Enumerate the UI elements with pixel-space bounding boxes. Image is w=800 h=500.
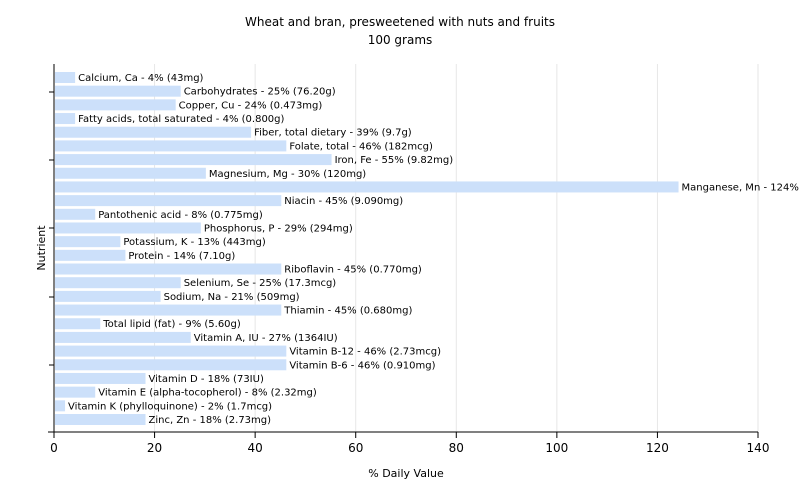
bar bbox=[55, 345, 287, 357]
bar-label: Potassium, K - 13% (443mg) bbox=[123, 237, 265, 248]
bar-label: Vitamin B-6 - 46% (0.910mg) bbox=[289, 360, 435, 371]
x-tick-label: 20 bbox=[147, 441, 162, 455]
x-tick-label: 140 bbox=[747, 441, 770, 455]
bar-label: Calcium, Ca - 4% (43mg) bbox=[78, 73, 203, 84]
x-tick-label: 100 bbox=[545, 441, 568, 455]
bar bbox=[55, 236, 121, 248]
bar bbox=[55, 154, 332, 166]
axes: 0 20 40 60 80 100 120 140 bbox=[48, 64, 769, 455]
bar bbox=[55, 249, 126, 261]
bar-label: Total lipid (fat) - 9% (5.60g) bbox=[102, 319, 241, 330]
bar bbox=[55, 113, 76, 125]
bar bbox=[55, 277, 181, 289]
chart-title: Wheat and bran, presweetened with nuts a… bbox=[245, 15, 555, 29]
bar-label: Niacin - 45% (9.090mg) bbox=[284, 196, 403, 207]
bar bbox=[55, 290, 161, 302]
bar-label: Phosphorus, P - 29% (294mg) bbox=[204, 223, 353, 234]
bar bbox=[55, 85, 181, 97]
bar bbox=[55, 208, 96, 220]
bar bbox=[55, 331, 191, 343]
bar bbox=[55, 126, 252, 138]
bar bbox=[55, 400, 66, 412]
bar-label: Vitamin E (alpha-tocopherol) - 8% (2.32m… bbox=[98, 388, 317, 399]
gridlines bbox=[154, 64, 759, 432]
bar bbox=[55, 72, 76, 83]
bar-label: Fatty acids, total saturated - 4% (0.800… bbox=[78, 114, 284, 125]
bar-label: Riboflavin - 45% (0.770mg) bbox=[284, 265, 422, 276]
bar bbox=[55, 414, 146, 425]
bar-label: Pantothenic acid - 8% (0.775mg) bbox=[98, 210, 263, 221]
bar-label: Vitamin K (phylloquinone) - 2% (1.7mcg) bbox=[68, 401, 272, 412]
x-tick-label: 0 bbox=[50, 441, 58, 455]
bar-label: Iron, Fe - 55% (9.82mg) bbox=[335, 155, 454, 166]
bar bbox=[55, 359, 287, 371]
x-tick-label: 120 bbox=[646, 441, 669, 455]
x-axis-title: % Daily Value bbox=[368, 467, 444, 480]
bar bbox=[55, 99, 176, 111]
bar-label: Thiamin - 45% (0.680mg) bbox=[283, 306, 412, 317]
x-tick-label: 80 bbox=[449, 441, 464, 455]
bar bbox=[55, 181, 679, 193]
bar bbox=[55, 167, 206, 179]
bar bbox=[55, 140, 287, 152]
bar-label: Zinc, Zn - 18% (2.73mg) bbox=[149, 415, 272, 426]
bar bbox=[55, 318, 101, 330]
bar-label: Fiber, total dietary - 39% (9.7g) bbox=[254, 128, 412, 139]
bar-label: Vitamin A, IU - 27% (1364IU) bbox=[194, 333, 338, 344]
bar-label: Manganese, Mn - 124% (2.474mg) bbox=[682, 182, 800, 193]
x-tick-label: 40 bbox=[248, 441, 263, 455]
bar bbox=[55, 222, 201, 234]
bar-label: Copper, Cu - 24% (0.473mg) bbox=[179, 100, 323, 111]
bar bbox=[55, 386, 96, 398]
bar-label: Vitamin D - 18% (73IU) bbox=[149, 374, 264, 385]
x-tick-label: 60 bbox=[348, 441, 363, 455]
bar bbox=[55, 195, 282, 207]
bar-label: Vitamin B-12 - 46% (2.73mcg) bbox=[289, 347, 441, 358]
bars: Calcium, Ca - 4% (43mg) Carbohydrates - 2… bbox=[55, 72, 800, 426]
bar-label: Magnesium, Mg - 30% (120mg) bbox=[209, 169, 366, 180]
bar bbox=[55, 372, 146, 384]
bar bbox=[55, 263, 282, 275]
bar-label: Folate, total - 46% (182mcg) bbox=[289, 141, 433, 152]
chart-subtitle: 100 grams bbox=[367, 33, 433, 47]
bar bbox=[55, 304, 282, 316]
y-axis-title: Nutrient bbox=[35, 225, 48, 271]
bar-label: Sodium, Na - 21% (509mg) bbox=[164, 292, 300, 303]
bar-label: Selenium, Se - 25% (17.3mcg) bbox=[184, 278, 337, 289]
bar-label: Protein - 14% (7.10g) bbox=[128, 251, 235, 262]
bar-label: Carbohydrates - 25% (76.20g) bbox=[184, 87, 336, 98]
